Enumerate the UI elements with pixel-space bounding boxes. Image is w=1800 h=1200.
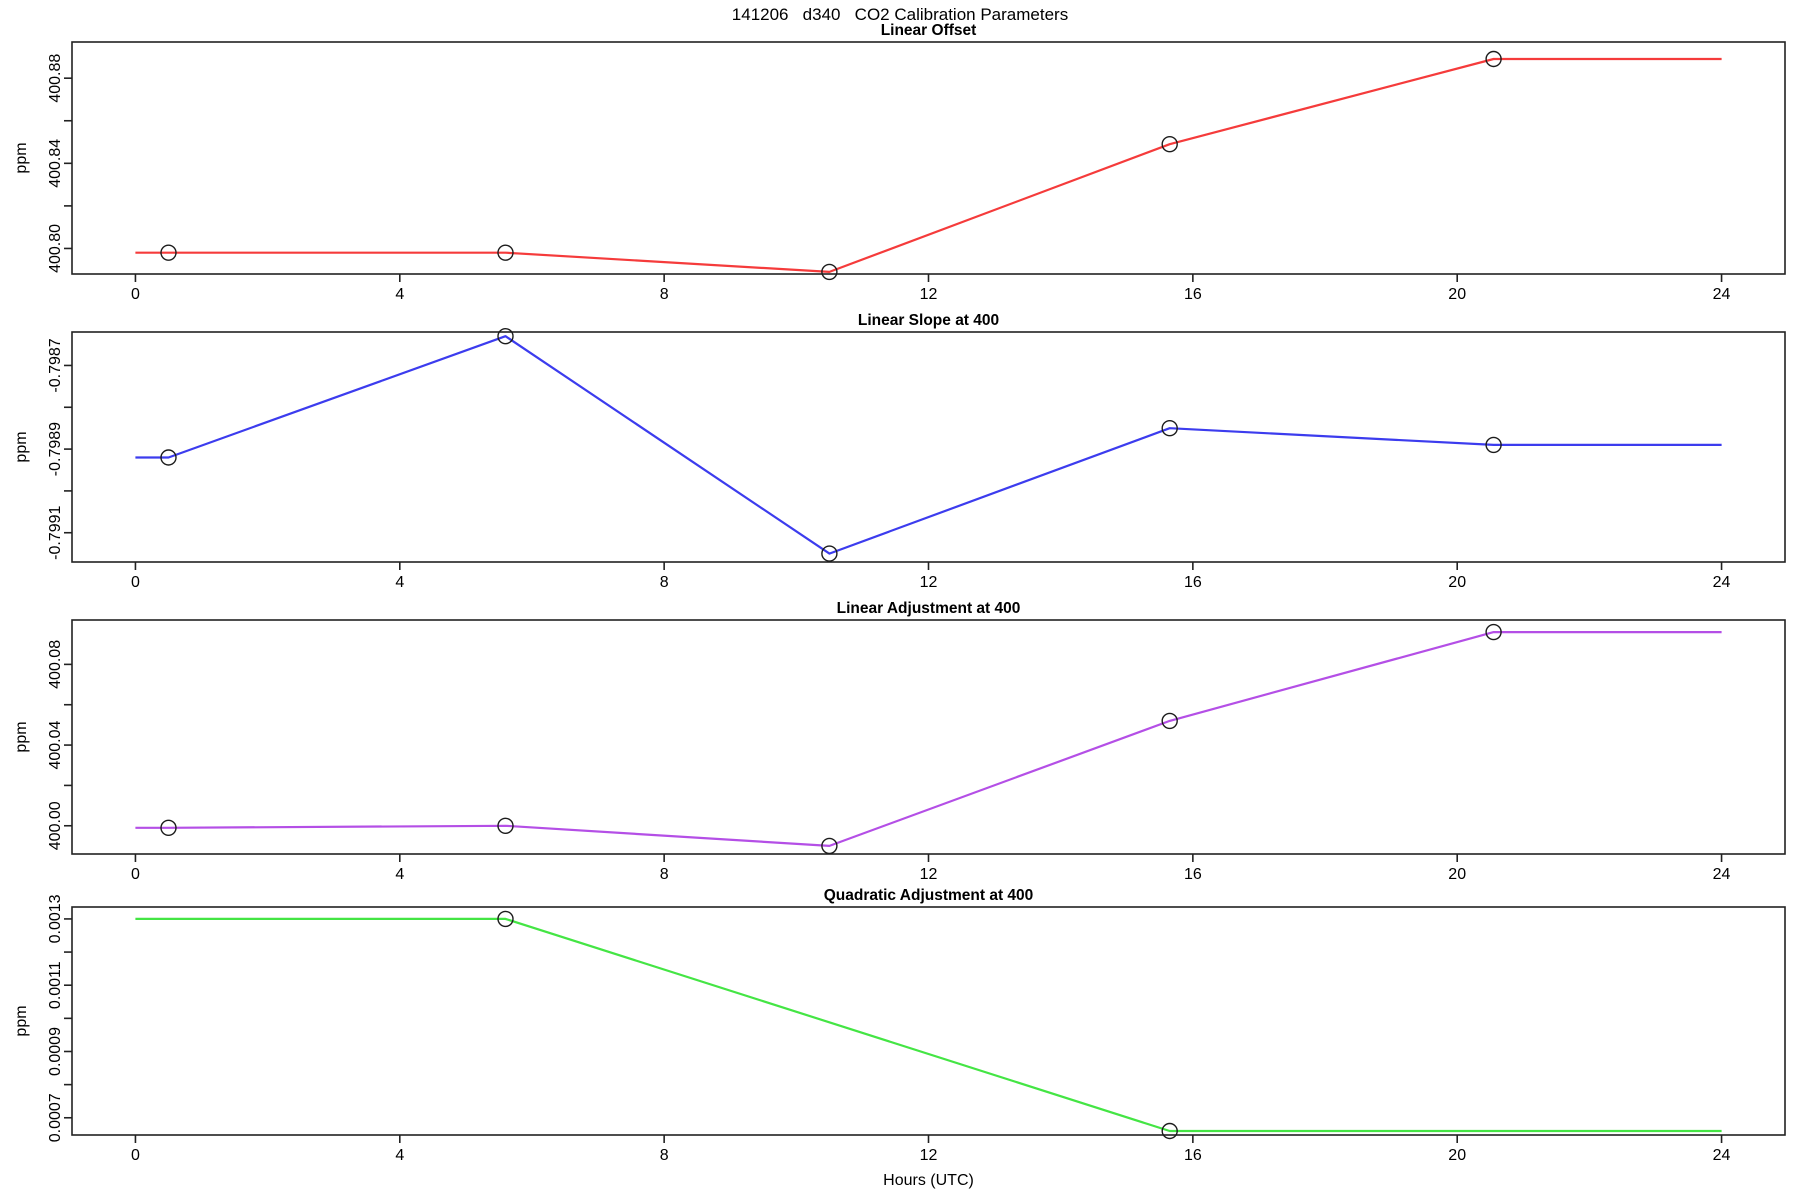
data-point-marker [821,837,838,855]
data-point-marker [1161,420,1178,437]
x-tick-label: 16 [1184,574,1202,591]
y-tick-label: -0.7991 [47,505,64,559]
data-point-marker [821,263,838,281]
panel-quadratic-adjustment-at-400: Quadratic Adjustment at 400 ppm 0.0007 0.00… [13,887,1786,1164]
data-line [135,57,1722,273]
x-tick-label: 0 [131,574,140,591]
data-point-marker [821,545,838,562]
y-tick-label: 0.0011 [47,961,64,1009]
panel-title: Quadratic Adjustment at 400 [824,887,1034,904]
x-tick-label: 0 [131,866,140,883]
x-tick-label: 4 [395,866,404,883]
data-point-marker [497,910,514,928]
x-tick-label: 24 [1713,286,1731,303]
x-tick-label: 20 [1448,574,1466,591]
x-tick-label: 8 [660,574,669,591]
x-tick-label: 12 [920,574,938,591]
y-axis-title: ppm [13,1005,30,1036]
data-point-marker [497,817,514,834]
x-tick-label: 24 [1713,574,1731,591]
panel-title: Linear Slope at 400 [858,312,999,329]
x-tick-label: 16 [1184,866,1202,883]
x-tick-label: 20 [1448,286,1466,303]
panel-linear-slope-at-400: Linear Slope at 400 ppm -0.7991 -0.7989 -0.7… [13,312,1786,591]
y-axis-title: ppm [13,431,30,462]
plot-box [71,331,1786,563]
x-tick-label: 24 [1713,866,1731,883]
x-tick-label: 0 [131,286,140,303]
data-point-marker [1485,623,1502,641]
x-tick-label: 8 [660,286,669,303]
data-line [135,335,1722,555]
x-tick-label: 4 [395,574,404,591]
data-line [135,917,1722,1133]
panel-linear-adjustment-at-400: Linear Adjustment at 400 ppm 400.00 400.04 4… [13,600,1786,883]
y-tick-label: 400.80 [47,224,64,273]
y-tick-label: 400.04 [47,720,64,769]
y-tick-label: 400.08 [47,640,64,689]
panel-linear-offset: Linear Offset ppm 400.80 400.84 400.88 0 4 8 12 1… [13,22,1786,303]
x-tick-label: 4 [395,286,404,303]
data-point-marker [1161,135,1178,153]
y-axis-title: ppm [13,721,30,752]
x-tick-label: 12 [920,286,938,303]
y-tick-label: 400.84 [47,139,64,188]
y-tick-label: 400.88 [47,54,64,103]
plot-box [71,41,1786,275]
x-tick-label: 8 [660,866,669,883]
x-tick-label: 16 [1184,286,1202,303]
y-axis-title: ppm [13,142,30,173]
panel-title: Linear Adjustment at 400 [837,600,1021,617]
x-tick-label: 4 [395,1147,404,1164]
y-tick-label: 0.0013 [47,894,64,943]
x-tick-label: 12 [920,866,938,883]
data-point-marker [497,328,514,345]
plot-box [71,906,1786,1136]
data-line [135,630,1722,848]
data-point-marker [1485,436,1502,454]
y-tick-label: 0.0007 [47,1093,64,1142]
data-point-marker [1485,50,1502,68]
data-point-marker [160,244,177,261]
x-tick-label: 24 [1713,1147,1731,1164]
x-tick-label: 8 [660,1147,669,1164]
x-tick-label: 12 [920,1147,938,1164]
data-point-marker [1161,1122,1178,1140]
y-tick-label: -0.7989 [47,422,64,476]
x-tick-label: 20 [1448,1147,1466,1164]
y-tick-label: -0.7987 [47,338,64,392]
x-tick-label: 0 [131,1147,140,1164]
x-tick-label: 16 [1184,1147,1202,1164]
panel-title: Linear Offset [881,22,977,39]
x-tick-label: 20 [1448,866,1466,883]
data-point-marker [497,244,514,261]
y-tick-label: 400.00 [47,801,64,850]
data-point-marker [1161,712,1178,730]
data-point-marker [160,449,177,466]
main-title: 141206 d340 CO2 Calibration Parameters [731,5,1069,24]
x-axis-title: Hours (UTC) [883,1172,974,1189]
plot-box [71,619,1786,855]
data-point-marker [160,819,177,836]
y-tick-label: 0.0009 [47,1027,64,1076]
